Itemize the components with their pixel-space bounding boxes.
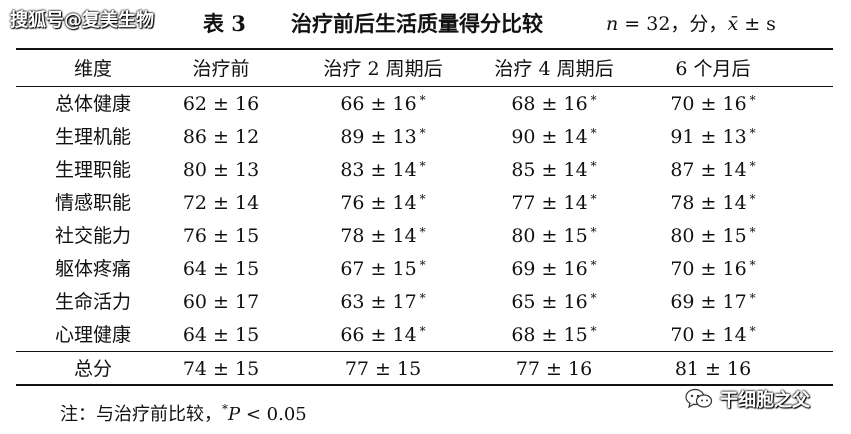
- table-cell: 80 ± 13: [182, 159, 260, 181]
- table-caption: 治疗前后生活质量得分比较: [291, 11, 543, 36]
- table-cell: 65 ± 16 *: [511, 291, 597, 313]
- watermark-top: 搜狐号@复美生物: [10, 10, 154, 31]
- table-cell: 69 ± 17 *: [670, 291, 756, 313]
- wechat-icon: [685, 388, 713, 409]
- total-cell: 77 ± 15: [344, 358, 422, 380]
- table-cell: 72 ± 14: [182, 192, 260, 214]
- total-cell: 81 ± 16: [674, 358, 752, 380]
- total-cell: 77 ± 16: [515, 358, 593, 380]
- table-cell: 66 ± 16 *: [340, 93, 426, 115]
- watermark-bottom-text: 干细胞之父: [720, 390, 810, 411]
- table-cell: 78 ± 14 *: [670, 192, 756, 214]
- table-cell: 64 ± 15: [182, 258, 260, 280]
- table-cell: 78 ± 14 *: [340, 225, 426, 247]
- table-header-rule: [16, 86, 833, 87]
- table-cell: 80 ± 15 *: [511, 225, 597, 247]
- table-footnote: 注：与治疗前比较，*P < 0.05: [60, 402, 307, 425]
- column-header: 维度: [73, 58, 113, 80]
- table-cell: 66 ± 14 *: [340, 324, 426, 346]
- row-dimension-label: 生理职能: [54, 159, 132, 181]
- row-dimension-label: 心理健康: [54, 324, 132, 346]
- table-total-rule: [16, 351, 833, 352]
- table-cell: 80 ± 15 *: [670, 225, 756, 247]
- table-cell: 83 ± 14 *: [340, 159, 426, 181]
- table-cell: 67 ± 15 *: [340, 258, 426, 280]
- total-label: 总分: [73, 358, 113, 380]
- table-stat-note: n = 32，分，x̄ ± s: [606, 13, 776, 35]
- table-cell: 68 ± 15 *: [511, 324, 597, 346]
- table-cell: 60 ± 17: [182, 291, 260, 313]
- table-cell: 70 ± 14 *: [670, 324, 756, 346]
- column-header: 治疗前: [192, 58, 250, 80]
- table-cell: 70 ± 16 *: [670, 93, 756, 115]
- column-header: 治疗 4 周期后: [494, 58, 614, 80]
- table-cell: 91 ± 13 *: [670, 126, 756, 148]
- column-header: 治疗 2 周期后: [323, 58, 443, 80]
- row-dimension-label: 生命活力: [54, 291, 132, 313]
- table-cell: 69 ± 16 *: [511, 258, 597, 280]
- table-cell: 86 ± 12: [182, 126, 260, 148]
- table-cell: 85 ± 14 *: [511, 159, 597, 181]
- table-cell: 87 ± 14 *: [670, 159, 756, 181]
- row-dimension-label: 躯体疼痛: [54, 258, 132, 280]
- table-cell: 63 ± 17 *: [340, 291, 426, 313]
- total-cell: 74 ± 15: [182, 358, 260, 380]
- table-bottom-rule: [16, 384, 833, 386]
- row-dimension-label: 生理机能: [54, 126, 132, 148]
- row-dimension-label: 总体健康: [54, 93, 132, 115]
- table-cell: 90 ± 14 *: [511, 126, 597, 148]
- table-cell: 62 ± 16: [182, 93, 260, 115]
- table-cell: 64 ± 15: [182, 324, 260, 346]
- table-number: 表 3: [203, 11, 246, 36]
- row-dimension-label: 社交能力: [54, 225, 132, 247]
- table-cell: 68 ± 16 *: [511, 93, 597, 115]
- table-cell: 77 ± 14 *: [511, 192, 597, 214]
- watermark-bottom: 干细胞之父: [684, 385, 810, 413]
- table-cell: 70 ± 16 *: [670, 258, 756, 280]
- table-cell: 89 ± 13 *: [340, 126, 426, 148]
- table-cell: 76 ± 14 *: [340, 192, 426, 214]
- table-cell: 76 ± 15: [182, 225, 260, 247]
- row-dimension-label: 情感职能: [54, 192, 132, 214]
- table-top-rule: [16, 48, 833, 50]
- column-header: 6 个月后: [675, 58, 751, 80]
